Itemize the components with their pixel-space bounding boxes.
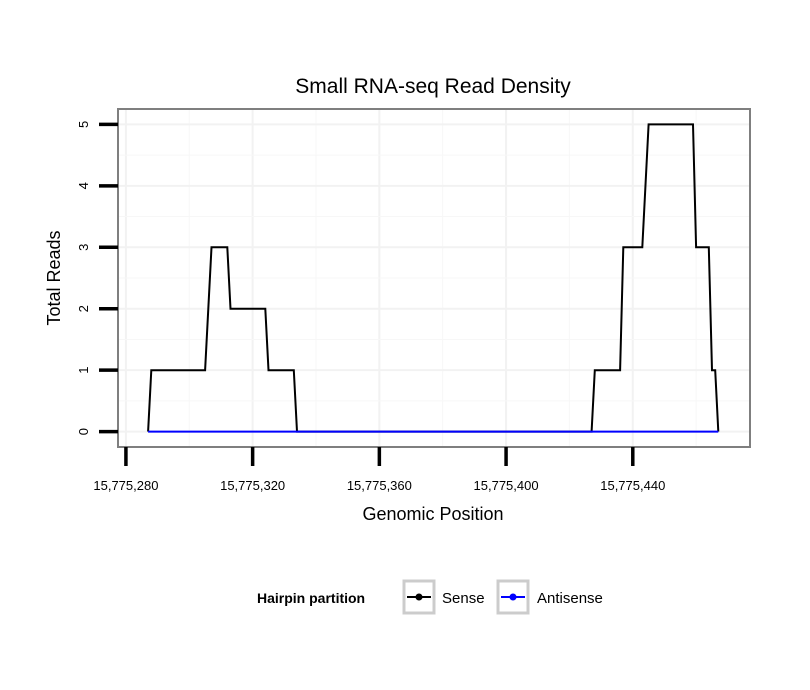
legend-swatch-point-sense xyxy=(415,593,423,601)
x-tick-label: 15,775,280 xyxy=(93,478,158,493)
x-tick-label: 15,775,320 xyxy=(220,478,285,493)
legend-label-antisense: Antisense xyxy=(537,590,603,607)
legend-label-sense: Sense xyxy=(442,590,485,607)
legend-title: Hairpin partition xyxy=(257,590,365,606)
y-tick-label: 3 xyxy=(76,244,91,251)
chart-title: Small RNA-seq Read Density xyxy=(295,75,571,98)
grid-lines xyxy=(118,109,750,447)
series-line-sense xyxy=(147,123,720,433)
x-tick-label: 15,775,400 xyxy=(474,478,539,493)
y-tick-label: 2 xyxy=(76,305,91,312)
y-tick-label: 1 xyxy=(76,367,91,374)
y-axis: 0 1 2 3 4 5 xyxy=(76,121,118,435)
x-tick-label: 15,775,360 xyxy=(347,478,412,493)
legend-swatch-point-antisense xyxy=(509,593,517,601)
x-tick-label: 15,775,440 xyxy=(600,478,665,493)
y-tick-label: 4 xyxy=(76,182,91,189)
x-axis: 15,775,280 15,775,320 15,775,360 15,775,400… xyxy=(93,447,665,493)
legend-item-antisense[interactable]: Antisense xyxy=(496,579,603,615)
legend: Hairpin partition Sense Antisense xyxy=(257,579,603,615)
legend-item-sense[interactable]: Sense xyxy=(402,579,485,615)
y-tick-label: 5 xyxy=(76,121,91,128)
y-tick-label: 0 xyxy=(76,428,91,435)
series-lines xyxy=(147,123,720,433)
plot-panel-border xyxy=(117,108,751,448)
x-axis-label: Genomic Position xyxy=(362,504,503,524)
y-axis-label: Total Reads xyxy=(44,230,64,325)
